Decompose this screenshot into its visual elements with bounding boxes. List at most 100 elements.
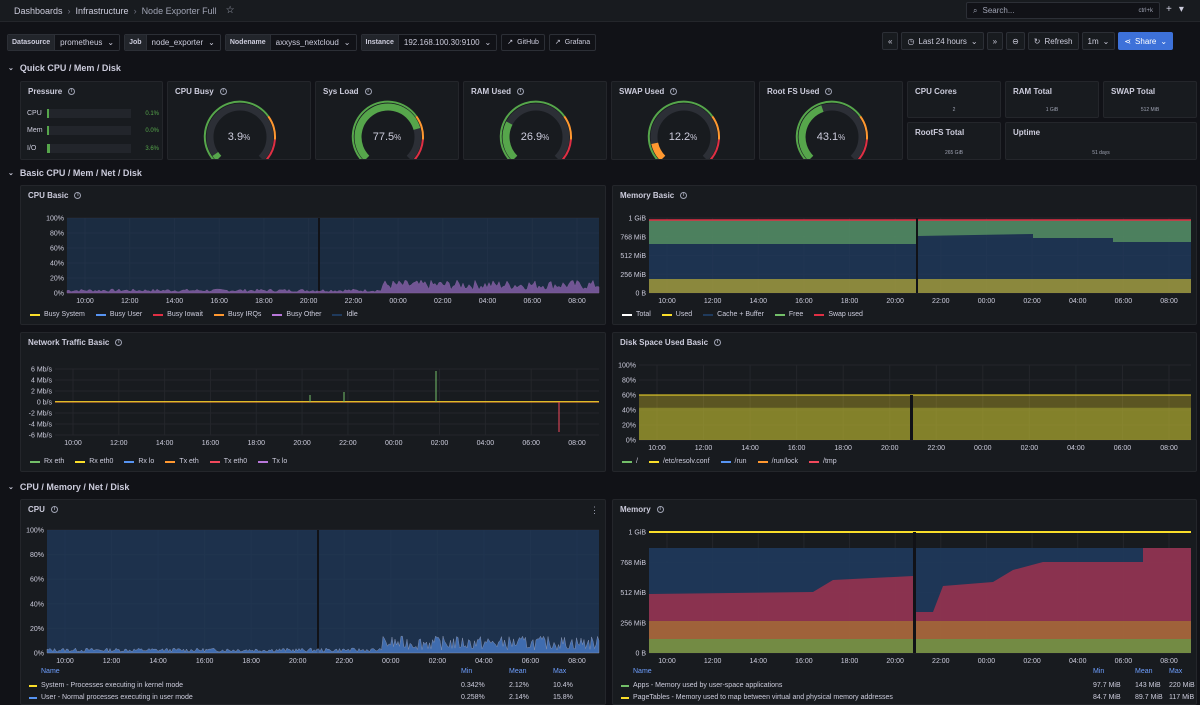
info-icon[interactable]: i xyxy=(115,339,123,346)
gauge-panel: Root FS Used i 43.1% xyxy=(759,81,903,160)
info-icon[interactable]: i xyxy=(680,192,688,199)
variable-value[interactable]: node_exporter ⌄ xyxy=(146,34,220,50)
variable-nodename[interactable]: Nodename axxyss_nextcloud ⌄ xyxy=(224,33,357,51)
add-icon[interactable]: + xyxy=(1166,4,1172,15)
legend-item[interactable]: Free xyxy=(774,311,803,318)
legend-item[interactable]: Busy System xyxy=(30,311,85,318)
cpu-basic-chart[interactable]: 100% 80% 60% 40% 20% 0% 10:00 12:00 14:00 16:00 18… xyxy=(21,208,606,323)
network-basic-chart[interactable]: 6 Mb/s 4 Mb/s 2 Mb/s 0 b/s -2 Mb/s -4 Mb/s -6 … xyxy=(21,355,606,470)
x-tick-label: 02:00 xyxy=(1021,445,1039,452)
disk-basic-legend: / /etc/resolv.conf/run/run/lock/tmp xyxy=(622,458,837,465)
gauge-number: 26.9 xyxy=(520,131,543,143)
info-icon[interactable]: i xyxy=(825,88,833,95)
legend-table-row[interactable]: System - Processes executing in kernel m… xyxy=(21,682,605,692)
legend-item[interactable]: Tx eth xyxy=(165,458,199,465)
legend-table-row[interactable]: PageTables - Memory used to map between … xyxy=(613,694,1196,704)
x-tick-label: 08:00 xyxy=(1160,658,1178,665)
variable-job[interactable]: Job node_exporter ⌄ xyxy=(124,33,221,51)
panel-menu-icon[interactable]: ⋮ xyxy=(590,505,599,515)
legend-item[interactable]: Rx eth xyxy=(30,458,64,465)
column-header[interactable]: Mean xyxy=(509,668,527,675)
breadcrumb-dashboards[interactable]: Dashboards xyxy=(14,5,63,16)
legend-item[interactable]: Tx lo xyxy=(258,458,287,465)
search-input[interactable]: ⌕ Search... ctrl+k xyxy=(966,2,1160,19)
star-icon[interactable]: ☆ xyxy=(225,5,235,16)
legend-table-row[interactable]: Apps - Memory used by user-space applica… xyxy=(613,682,1196,692)
info-icon[interactable]: i xyxy=(656,506,664,513)
time-picker[interactable]: ◷ Last 24 hours ⌄ xyxy=(901,32,984,50)
info-icon[interactable]: i xyxy=(517,88,525,95)
column-header[interactable]: Name xyxy=(633,668,652,675)
info-icon[interactable]: i xyxy=(364,88,372,95)
legend-table-row[interactable]: User - Normal processes executing in use… xyxy=(21,694,605,704)
info-icon[interactable]: i xyxy=(50,506,58,513)
variable-value[interactable]: prometheus ⌄ xyxy=(55,34,120,50)
column-header[interactable]: Name xyxy=(41,668,60,675)
memory-basic-chart[interactable]: 1 GiB 768 MiB 512 MiB 256 MiB 0 B 10:00 12:00 1… xyxy=(613,208,1197,323)
variable-instance[interactable]: Instance 192.168.100.30:9100 ⌄ xyxy=(360,33,498,51)
legend-item[interactable]: Tx eth0 xyxy=(209,458,247,465)
legend-cell-name: User - Normal processes executing in use… xyxy=(41,694,193,701)
panel-title-text: CPU xyxy=(28,505,45,514)
column-header[interactable]: Min xyxy=(1093,668,1105,675)
info-icon[interactable]: i xyxy=(219,88,227,95)
x-tick-label: 06:00 xyxy=(522,440,540,447)
row-detail-header[interactable]: ⌄ CPU / Memory / Net / Disk xyxy=(0,479,1200,495)
column-header[interactable]: Max xyxy=(1169,668,1183,675)
cpu-chart[interactable]: 100% 80% 60% 40% 20% 0% 10:00 12:00 14:00 16:00 18… xyxy=(21,522,606,670)
legend-item[interactable]: Busy Iowait xyxy=(153,311,203,318)
legend-item[interactable]: Total xyxy=(622,311,651,318)
legend-item[interactable]: /run xyxy=(720,458,747,465)
panel-title: RAM Used i xyxy=(471,87,525,96)
legend-item[interactable]: / xyxy=(622,458,638,465)
refresh-interval-picker[interactable]: 1m ⌄ xyxy=(1081,32,1116,50)
disk-basic-chart[interactable]: 100% 80% 60% 40% 20% 0% 10:00 12:00 14:00 16:00 18… xyxy=(613,355,1197,470)
legend-swatch xyxy=(622,460,632,463)
legend-item[interactable]: Rx lo xyxy=(124,458,154,465)
column-header[interactable]: Min xyxy=(461,668,473,675)
legend-item[interactable]: Used xyxy=(661,311,692,318)
panel-title-text: Pressure xyxy=(28,87,63,96)
legend-item[interactable]: Busy User xyxy=(95,311,142,318)
x-tick-label: 20:00 xyxy=(293,440,311,447)
legend-item[interactable]: /tmp xyxy=(809,458,837,465)
time-back-button[interactable]: « xyxy=(882,32,899,50)
legend-item[interactable]: /etc/resolv.conf xyxy=(648,458,710,465)
legend-item[interactable]: Swap used xyxy=(814,311,863,318)
variable-datasource[interactable]: Datasource prometheus ⌄ xyxy=(7,33,121,51)
github-link[interactable]: ↗ GitHub xyxy=(501,33,545,51)
info-icon[interactable]: i xyxy=(670,88,678,95)
memory-chart[interactable]: 1 GiB 768 MiB 512 MiB 256 MiB 0 B 10:00 12:00 1… xyxy=(613,522,1197,670)
row-quick-header[interactable]: ⌄ Quick CPU / Mem / Disk xyxy=(0,60,1200,76)
refresh-button[interactable]: ↻ Refresh xyxy=(1027,32,1079,50)
legend-item[interactable]: Busy IRQs xyxy=(213,311,261,318)
info-icon[interactable]: i xyxy=(74,192,82,199)
column-header[interactable]: Mean xyxy=(1135,668,1153,675)
row-basic-header[interactable]: ⌄ Basic CPU / Mem / Net / Disk xyxy=(0,165,1200,181)
info-icon[interactable]: i xyxy=(68,88,76,95)
grafana-link[interactable]: ↗ Grafana xyxy=(548,33,597,51)
variable-value[interactable]: axxyss_nextcloud ⌄ xyxy=(270,34,356,50)
legend-cell-max: 10.4% xyxy=(553,682,573,689)
legend-cell-name: System - Processes executing in kernel m… xyxy=(41,682,184,689)
share-button[interactable]: ⋖ Share ⌄ xyxy=(1118,32,1174,50)
data-gap xyxy=(318,218,320,293)
legend-item[interactable]: /run/lock xyxy=(757,458,798,465)
info-icon[interactable]: i xyxy=(714,339,722,346)
time-forward-button[interactable]: » xyxy=(986,32,1004,50)
legend-item[interactable]: Cache + Buffer xyxy=(703,311,764,318)
legend-item[interactable]: Busy Other xyxy=(272,311,321,318)
legend-item[interactable]: Idle xyxy=(332,311,358,318)
legend-item[interactable]: Rx eth0 xyxy=(75,458,113,465)
pressure-value: 0.0% xyxy=(145,127,159,134)
variable-value[interactable]: 192.168.100.30:9100 ⌄ xyxy=(398,34,497,50)
legend-cell-name: PageTables - Memory used to map between … xyxy=(633,694,893,701)
panel-title: CPU Cores xyxy=(915,87,957,96)
y-tick-label: 60% xyxy=(50,246,64,253)
x-tick-label: 22:00 xyxy=(928,445,946,452)
swap-total-panel: SWAP Total 512 MiB xyxy=(1103,81,1197,118)
zoom-out-button[interactable]: ⊖ xyxy=(1006,32,1025,50)
breadcrumb-infrastructure[interactable]: Infrastructure xyxy=(75,5,129,16)
chevron-down-icon[interactable]: ▾ xyxy=(1178,4,1184,15)
column-header[interactable]: Max xyxy=(553,668,567,675)
